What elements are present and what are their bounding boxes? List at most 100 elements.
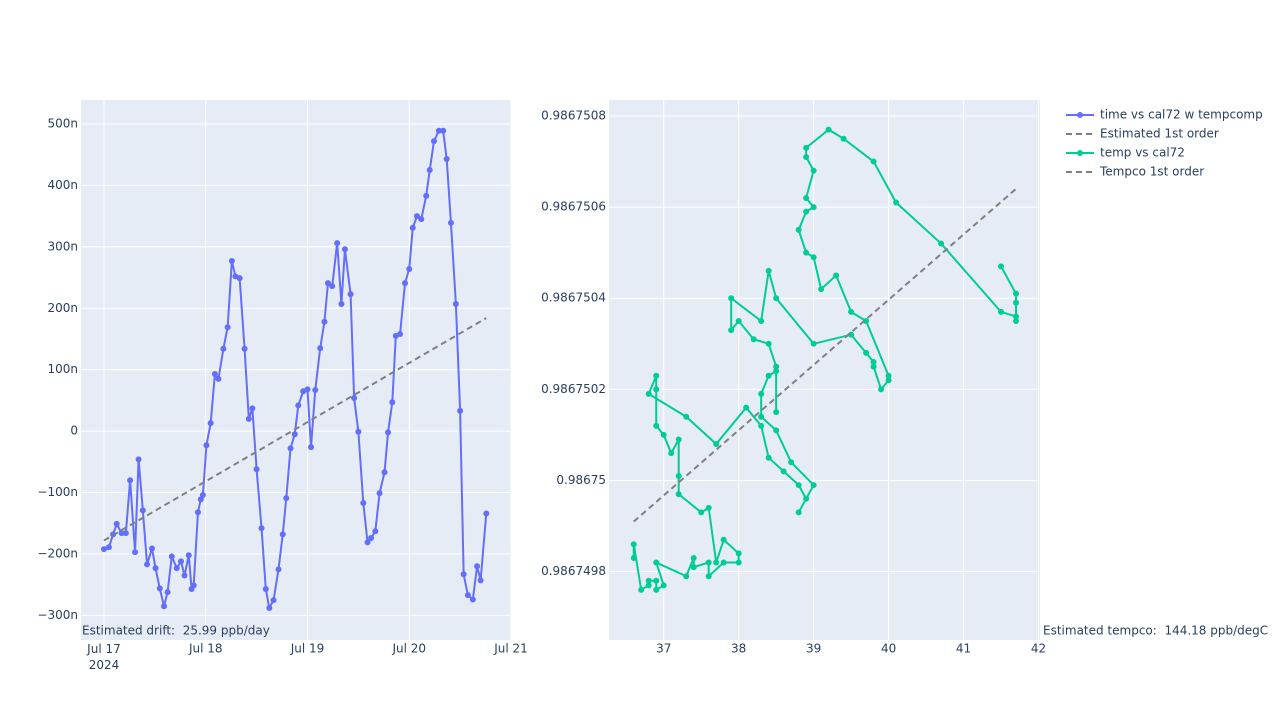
data-point	[893, 199, 900, 206]
data-point	[863, 349, 870, 356]
y-tick-label: −300n	[37, 608, 78, 622]
data-point	[810, 254, 817, 261]
x-tick-label: Jul 17 2024	[86, 642, 121, 672]
data-point	[870, 359, 877, 366]
x-tick-label: 39	[806, 642, 821, 656]
data-point	[833, 272, 840, 279]
data-point	[406, 265, 413, 272]
data-point	[149, 545, 156, 552]
data-point	[683, 573, 690, 580]
data-point	[728, 295, 735, 302]
data-point	[220, 345, 227, 352]
data-point	[1013, 318, 1020, 325]
data-point	[341, 246, 348, 253]
data-point	[653, 559, 660, 566]
annotation: Estimated drift: 25.99 ppb/day	[82, 624, 270, 638]
data-point	[773, 363, 780, 370]
data-point	[287, 445, 294, 452]
data-point	[207, 420, 214, 427]
x-tick-label: Jul 19	[290, 642, 325, 656]
data-point	[698, 509, 705, 516]
series-line	[632, 128, 1018, 592]
data-point	[426, 167, 433, 174]
data-point	[279, 531, 286, 538]
data-point	[675, 436, 682, 443]
data-point	[758, 413, 765, 420]
data-point	[630, 541, 637, 548]
data-point	[347, 291, 354, 298]
y-tick-label: 100n	[47, 362, 78, 376]
data-point	[885, 372, 892, 379]
data-point	[211, 370, 218, 377]
data-point	[203, 442, 210, 449]
data-point	[113, 520, 120, 527]
data-point	[773, 368, 780, 375]
data-point	[105, 544, 112, 551]
data-point	[329, 283, 336, 290]
x-tick-label: Jul 18	[188, 642, 223, 656]
data-point	[215, 375, 222, 382]
data-point	[164, 589, 171, 596]
data-point	[291, 431, 298, 438]
data-point	[735, 318, 742, 325]
data-point	[364, 539, 371, 546]
data-point	[803, 144, 810, 151]
data-point	[457, 407, 464, 414]
data-point	[460, 571, 467, 578]
data-point	[295, 402, 302, 409]
data-point	[653, 577, 660, 584]
data-point	[690, 554, 697, 561]
data-point	[758, 422, 765, 429]
data-point	[1013, 299, 1020, 306]
data-point	[152, 565, 159, 572]
legend-label: Tempco 1st order	[1099, 165, 1204, 179]
data-point	[321, 318, 328, 325]
data-point	[653, 422, 660, 429]
data-point	[338, 300, 345, 307]
data-point	[660, 582, 667, 589]
data-point	[283, 495, 290, 502]
data-point	[870, 158, 877, 165]
data-point	[645, 577, 652, 584]
data-point	[190, 582, 197, 589]
data-point	[262, 586, 269, 593]
legend-item: time vs cal72 w tempcomp	[1066, 108, 1263, 122]
y-tick-label: −100n	[37, 485, 78, 499]
data-point	[435, 127, 442, 134]
data-point	[885, 377, 892, 384]
data-point	[788, 459, 795, 466]
data-point	[810, 204, 817, 211]
y-tick-label: 200n	[47, 301, 78, 315]
data-point	[653, 586, 660, 593]
data-point	[675, 491, 682, 498]
data-point	[376, 490, 383, 497]
data-point	[803, 495, 810, 502]
data-point	[304, 386, 311, 393]
data-point	[675, 472, 682, 479]
data-point	[878, 386, 885, 393]
data-point	[447, 219, 454, 226]
data-point	[312, 386, 319, 393]
data-point	[1013, 313, 1020, 320]
data-point	[224, 324, 231, 331]
data-point	[638, 586, 645, 593]
data-point	[818, 286, 825, 293]
data-point	[825, 126, 832, 133]
legend-label: time vs cal72 w tempcomp	[1100, 108, 1263, 122]
y-tick-label: 0.9867498	[541, 564, 606, 578]
data-point	[381, 469, 388, 476]
data-point	[161, 603, 168, 610]
data-point	[122, 530, 129, 537]
data-point	[464, 592, 471, 599]
data-point	[443, 155, 450, 162]
data-point	[810, 167, 817, 174]
data-point	[863, 318, 870, 325]
data-point	[185, 552, 192, 559]
data-point	[334, 240, 341, 247]
data-point	[1013, 290, 1020, 297]
data-point	[803, 208, 810, 215]
x-tick-label: 37	[656, 642, 671, 656]
data-point	[630, 554, 637, 561]
data-point	[705, 504, 712, 511]
legend-label: Estimated 1st order	[1100, 127, 1219, 141]
